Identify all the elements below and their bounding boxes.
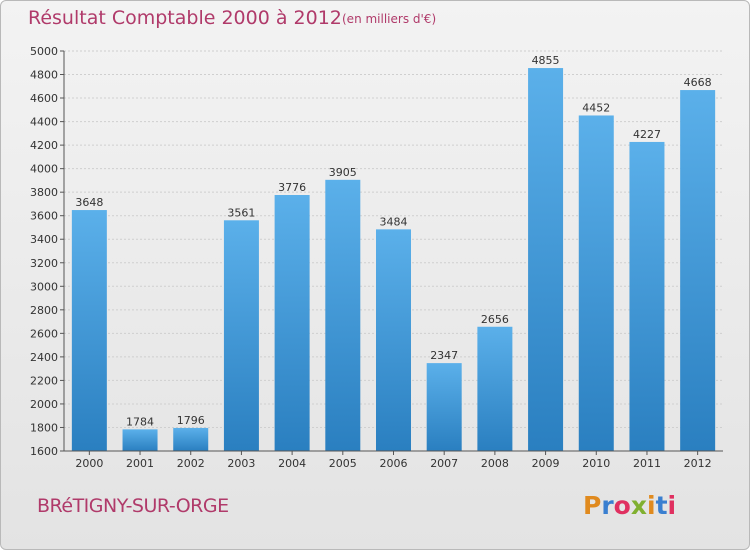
bar xyxy=(528,68,564,451)
y-tick-label: 3800 xyxy=(30,186,58,199)
bar xyxy=(680,90,716,451)
y-tick-label: 2200 xyxy=(30,374,58,387)
x-tick-label: 2011 xyxy=(633,457,661,470)
y-tick-label: 2400 xyxy=(30,351,58,364)
y-tick-label: 4800 xyxy=(30,69,58,82)
y-tick-label: 3200 xyxy=(30,257,58,270)
x-tick-label: 2004 xyxy=(278,457,306,470)
y-tick-label: 3000 xyxy=(30,280,58,293)
x-tick-label: 2000 xyxy=(75,457,103,470)
data-label: 2347 xyxy=(430,349,458,362)
logo-letter: x xyxy=(630,491,647,520)
chart-subtitle: (en milliers d'€) xyxy=(342,12,437,26)
y-tick-label: 4200 xyxy=(30,139,58,152)
data-label: 4668 xyxy=(684,76,712,89)
data-label: 3484 xyxy=(380,215,408,228)
y-tick-label: 1800 xyxy=(30,421,58,434)
bar xyxy=(376,229,411,451)
bar xyxy=(477,326,513,451)
bar xyxy=(173,427,209,451)
bar xyxy=(223,220,259,451)
data-label: 1784 xyxy=(126,415,154,428)
x-tick-label: 2009 xyxy=(532,457,560,470)
logo-letter: r xyxy=(601,491,614,520)
axes: 1600 1800 2000 2200 2400 2600 2800 3000 3200 3400… xyxy=(30,45,723,470)
x-tick-label: 2012 xyxy=(684,457,712,470)
proxiti-logo: Proxiti xyxy=(583,491,676,520)
bar xyxy=(578,115,614,452)
data-label: 3648 xyxy=(75,196,103,209)
y-tick-label: 2000 xyxy=(30,398,58,411)
chart-title: Résultat Comptable 2000 à 2012 xyxy=(28,7,342,29)
bar xyxy=(325,179,361,451)
x-tick-label: 2010 xyxy=(582,457,610,470)
bar xyxy=(71,210,107,451)
x-tick-label: 2006 xyxy=(380,457,408,470)
data-label: 4227 xyxy=(633,128,661,141)
x-tick-label: 2008 xyxy=(481,457,509,470)
x-tick-label: 2001 xyxy=(126,457,154,470)
data-label: 3905 xyxy=(329,166,357,179)
y-tick-label: 3600 xyxy=(30,210,58,223)
data-label: 4452 xyxy=(582,101,610,114)
bar xyxy=(629,141,665,452)
data-label: 4855 xyxy=(532,54,560,67)
bar xyxy=(122,429,158,451)
logo-letter: P xyxy=(583,491,602,520)
x-tick-label: 2005 xyxy=(329,457,357,470)
data-label: 2656 xyxy=(481,313,509,326)
y-tick-label: 4600 xyxy=(30,92,58,105)
logo-letter: i xyxy=(647,491,656,520)
x-tick-label: 2003 xyxy=(227,457,255,470)
y-tick-label: 2800 xyxy=(30,304,58,317)
bar xyxy=(274,195,310,451)
city-name: BRéTIGNY-SUR-ORGE xyxy=(37,495,229,517)
y-tick-label: 3400 xyxy=(30,233,58,246)
data-label: 3776 xyxy=(278,181,306,194)
data-label: 1796 xyxy=(177,414,205,427)
bar xyxy=(426,363,462,451)
logo-letter: o xyxy=(613,491,631,520)
data-label: 3561 xyxy=(227,206,255,219)
x-tick-label: 2002 xyxy=(177,457,205,470)
y-tick-label: 4400 xyxy=(30,116,58,129)
logo-letter: i xyxy=(667,491,677,520)
logo-letter: t xyxy=(655,491,668,520)
y-tick-label: 4000 xyxy=(30,163,58,176)
y-tick-label: 2600 xyxy=(30,327,58,340)
y-tick-label: 1600 xyxy=(30,445,58,458)
y-tick-label: 5000 xyxy=(30,45,58,58)
bars: 3648 1784 1796 3561 3776 3905 3484 2347 2656 4855… xyxy=(71,54,716,452)
x-tick-label: 2007 xyxy=(430,457,458,470)
